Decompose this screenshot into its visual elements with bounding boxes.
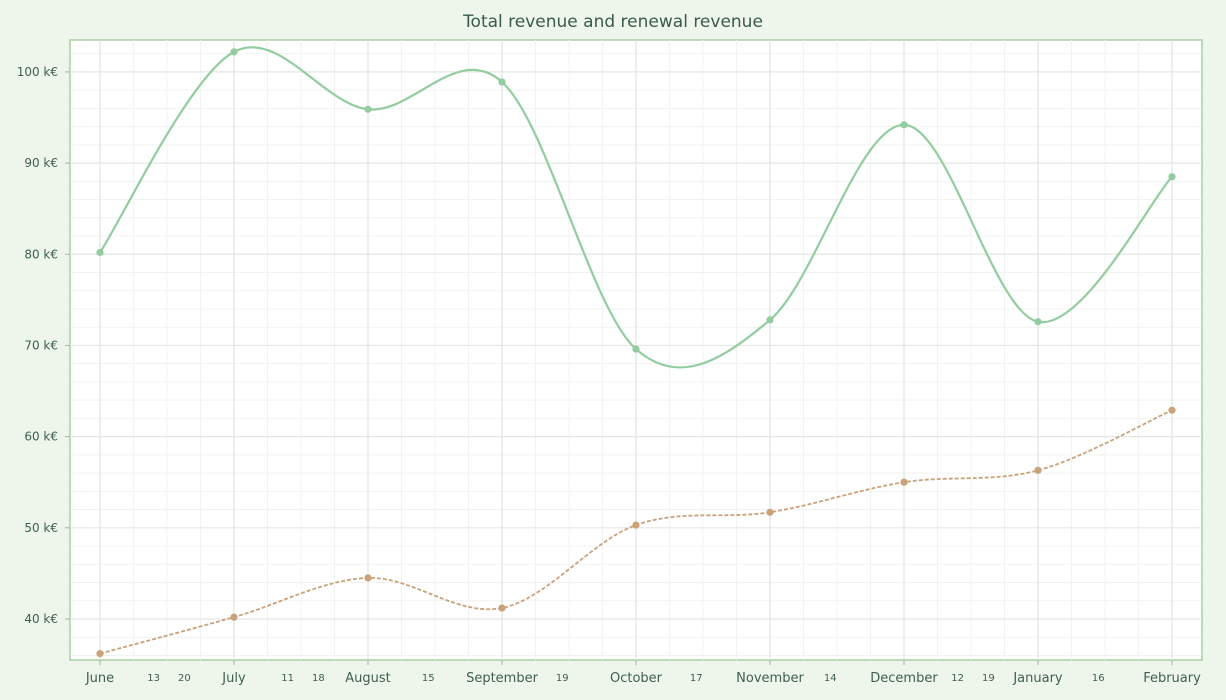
data-point-series-2[interactable] — [96, 650, 104, 658]
x-minor-tick-label: 12 — [951, 673, 964, 684]
x-tick-label: December — [870, 671, 938, 686]
x-minor-tick-label: 15 — [422, 673, 435, 684]
x-minor-tick-label: 17 — [690, 673, 703, 684]
y-tick-label: 50 k€ — [24, 521, 58, 535]
x-tick-label: July — [221, 671, 246, 686]
data-point-series-2[interactable] — [632, 521, 640, 529]
data-point-series-2[interactable] — [766, 508, 774, 516]
data-point-series-2[interactable] — [498, 604, 506, 612]
x-tick-label: February — [1143, 671, 1201, 686]
y-tick-label: 40 k€ — [24, 612, 58, 626]
x-tick-label: October — [610, 671, 663, 686]
data-point-series-2[interactable] — [1034, 466, 1042, 474]
x-minor-tick-label: 11 — [281, 673, 294, 684]
chart-title: Total revenue and renewal revenue — [463, 12, 763, 32]
x-minor-tick-label: 14 — [824, 673, 837, 684]
x-tick-label: June — [85, 671, 114, 686]
data-point-series-1[interactable] — [900, 121, 908, 129]
data-point-series-1[interactable] — [766, 316, 774, 324]
y-tick-label: 60 k€ — [24, 430, 58, 444]
x-minor-tick-label: 19 — [556, 673, 569, 684]
x-minor-tick-label: 13 — [147, 673, 160, 684]
y-tick-label: 90 k€ — [24, 156, 58, 170]
y-tick-label: 80 k€ — [24, 247, 58, 261]
data-point-series-1[interactable] — [96, 248, 104, 257]
x-tick-label: August — [345, 671, 391, 686]
data-point-series-1[interactable] — [230, 48, 238, 56]
data-point-series-1[interactable] — [364, 105, 372, 113]
x-tick-label: January — [1012, 671, 1063, 686]
x-minor-tick-label: 19 — [982, 673, 995, 684]
y-tick-label: 100 k€ — [17, 65, 58, 79]
data-point-series-1[interactable] — [1168, 173, 1176, 181]
x-minor-tick-label: 16 — [1092, 673, 1105, 684]
data-point-series-2[interactable] — [230, 613, 238, 621]
x-tick-label: November — [736, 671, 804, 686]
data-point-series-1[interactable] — [632, 345, 640, 353]
data-point-series-2[interactable] — [1168, 406, 1176, 414]
x-minor-tick-label: 18 — [312, 673, 325, 684]
y-tick-label: 70 k€ — [24, 338, 58, 352]
data-point-series-2[interactable] — [364, 574, 372, 582]
x-minor-tick-label: 20 — [178, 673, 191, 684]
data-point-series-2[interactable] — [900, 478, 908, 486]
x-tick-label: September — [466, 671, 539, 686]
data-point-series-1[interactable] — [498, 78, 506, 86]
data-point-series-1[interactable] — [1034, 318, 1042, 326]
